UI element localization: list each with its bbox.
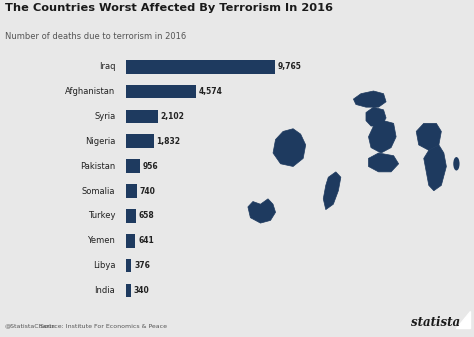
Bar [118,239,124,243]
Bar [126,110,158,123]
Bar [118,210,124,221]
Polygon shape [424,145,447,191]
Polygon shape [248,199,275,223]
Polygon shape [354,91,386,107]
Bar [126,234,136,248]
Bar [118,118,124,122]
Text: Source: Institute For Economics & Peace: Source: Institute For Economics & Peace [40,324,167,329]
Bar [126,209,136,223]
Bar [122,86,124,97]
Text: Afghanistan: Afghanistan [65,87,115,96]
Text: Iraq: Iraq [99,62,115,71]
Bar [126,134,154,148]
Text: 2,102: 2,102 [161,112,184,121]
Bar [126,184,137,198]
Bar [118,68,124,72]
Bar [118,243,124,246]
Text: Somalia: Somalia [82,187,115,195]
Polygon shape [368,153,399,172]
Text: Turkey: Turkey [88,211,115,220]
Text: Yemen: Yemen [87,236,115,245]
Bar [118,260,124,264]
Polygon shape [416,123,441,150]
Bar [122,136,124,147]
Bar [118,161,124,172]
Text: 641: 641 [138,236,154,245]
Bar [118,264,124,268]
Bar [118,86,119,97]
Text: 4,574: 4,574 [198,87,222,96]
Text: 956: 956 [143,162,159,171]
Text: @StatistaCharts: @StatistaCharts [5,324,55,329]
Polygon shape [273,129,306,166]
Polygon shape [366,107,386,126]
Bar [119,136,122,147]
Text: 9,765: 9,765 [278,62,302,71]
Text: 740: 740 [140,187,155,195]
Bar [118,161,119,172]
Text: 340: 340 [134,286,149,295]
Bar [118,111,124,115]
Text: 376: 376 [134,261,150,270]
Text: 1,832: 1,832 [156,137,181,146]
Bar [118,289,124,292]
Bar [118,65,124,68]
Text: Pakistan: Pakistan [80,162,115,171]
Text: India: India [94,286,115,295]
Text: 658: 658 [138,211,154,220]
Text: statista: statista [410,315,460,329]
Bar [118,268,124,271]
Bar [118,115,124,118]
Text: The Countries Worst Affected By Terrorism In 2016: The Countries Worst Affected By Terroris… [5,3,333,13]
Bar [119,86,122,97]
Bar [126,259,131,273]
Bar [118,292,124,296]
Bar [118,235,124,239]
Bar [126,159,140,173]
Bar [126,60,275,73]
Text: Number of deaths due to terrorism in 2016: Number of deaths due to terrorism in 201… [5,32,186,41]
Polygon shape [456,311,470,328]
Text: Libya: Libya [93,261,115,270]
Bar [126,85,196,98]
Bar [118,136,119,147]
Ellipse shape [453,157,460,171]
Text: Syria: Syria [94,112,115,121]
Text: Nigeria: Nigeria [85,137,115,146]
Polygon shape [368,121,396,153]
Bar [118,186,124,196]
Polygon shape [323,172,341,210]
Bar [118,61,124,65]
Bar [118,285,124,289]
Bar [126,284,131,297]
